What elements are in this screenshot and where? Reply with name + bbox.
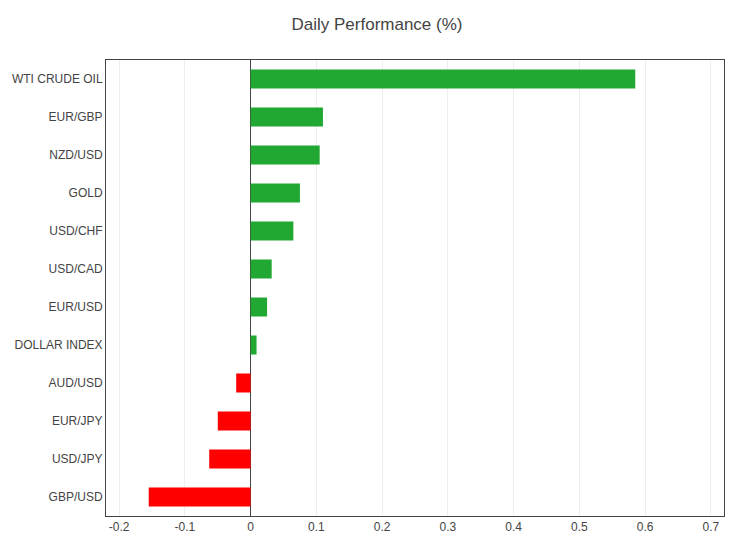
svg-text:0.7: 0.7 <box>703 520 720 534</box>
svg-text:GOLD: GOLD <box>69 186 103 200</box>
svg-text:0.1: 0.1 <box>308 520 325 534</box>
svg-text:0.2: 0.2 <box>374 520 391 534</box>
svg-text:EUR/USD: EUR/USD <box>49 300 103 314</box>
svg-text:GBP/USD: GBP/USD <box>49 490 103 504</box>
svg-text:USD/CHF: USD/CHF <box>49 224 102 238</box>
svg-text:USD/JPY: USD/JPY <box>52 452 103 466</box>
svg-text:-0.2: -0.2 <box>109 520 130 534</box>
svg-text:USD/CAD: USD/CAD <box>49 262 103 276</box>
svg-text:0.6: 0.6 <box>637 520 654 534</box>
svg-text:NZD/USD: NZD/USD <box>49 148 103 162</box>
svg-text:-0.1: -0.1 <box>175 520 196 534</box>
svg-text:EUR/GBP: EUR/GBP <box>49 110 103 124</box>
svg-text:WTI CRUDE OIL: WTI CRUDE OIL <box>12 72 103 86</box>
svg-text:0: 0 <box>247 520 254 534</box>
svg-text:EUR/JPY: EUR/JPY <box>52 414 103 428</box>
svg-text:Daily Performance (%): Daily Performance (%) <box>292 15 463 34</box>
svg-text:0.5: 0.5 <box>571 520 588 534</box>
svg-text:0.3: 0.3 <box>440 520 457 534</box>
svg-text:DOLLAR INDEX: DOLLAR INDEX <box>15 338 103 352</box>
svg-text:0.4: 0.4 <box>505 520 522 534</box>
svg-text:AUD/USD: AUD/USD <box>49 376 103 390</box>
